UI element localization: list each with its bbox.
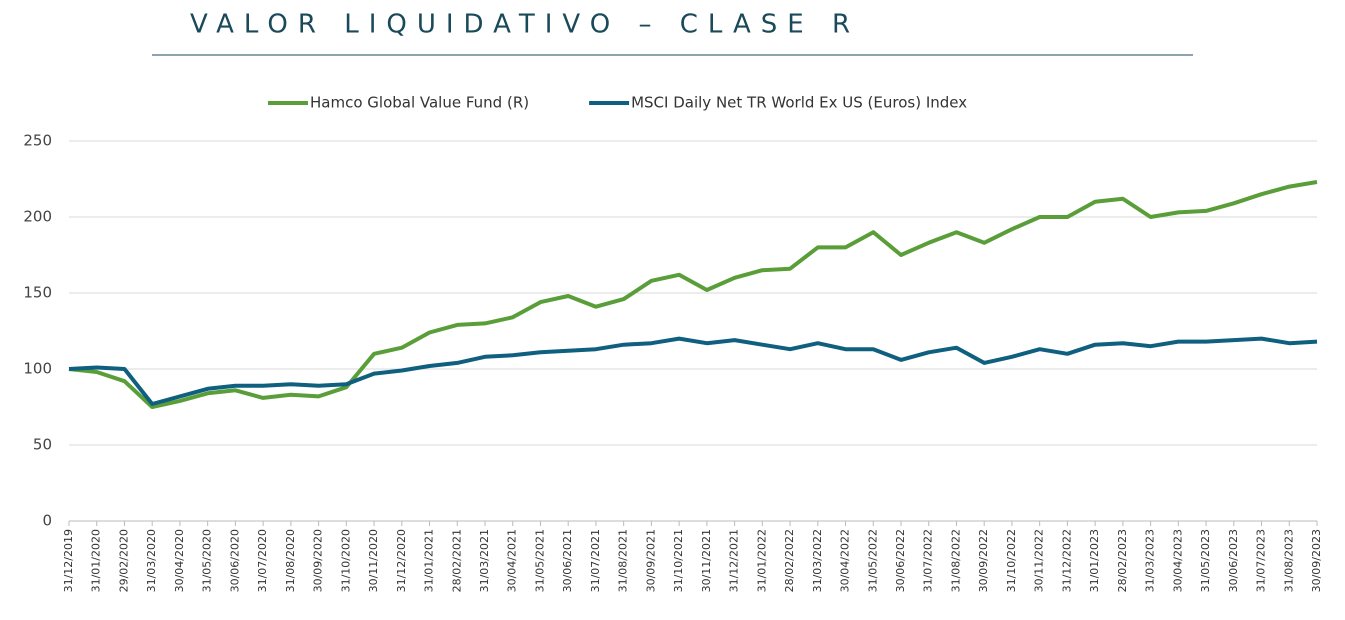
x-tick-label: 30/11/2022 [1033, 529, 1046, 592]
x-tick-label: 31/12/2021 [728, 529, 741, 592]
x-tick-label: 31/05/2020 [201, 529, 214, 592]
x-tick-label: 30/06/2021 [561, 529, 574, 592]
x-tick-label: 30/06/2020 [228, 529, 241, 592]
x-tick-label: 28/02/2021 [450, 529, 463, 592]
x-tick-label: 30/09/2022 [977, 529, 990, 592]
x-tick-label: 31/07/2021 [589, 529, 602, 592]
x-tick-label: 30/04/2021 [506, 529, 519, 592]
x-tick-label: 30/09/2020 [312, 529, 325, 592]
x-tick-label: 31/01/2023 [1088, 529, 1101, 592]
x-tick-label: 31/12/2020 [395, 529, 408, 592]
x-tick-label: 30/04/2022 [839, 529, 852, 592]
x-tick-label: 31/08/2023 [1282, 529, 1295, 592]
x-tick-label: 31/12/2019 [62, 529, 75, 592]
series-line [68, 336, 1318, 406]
x-tick-label: 30/09/2021 [644, 529, 657, 592]
y-tick-label: 250 [23, 132, 52, 150]
y-tick-label: 150 [23, 284, 52, 302]
x-tick-label: 29/02/2020 [117, 529, 130, 592]
x-tick-label: 30/04/2023 [1171, 529, 1184, 592]
x-tick-label: 31/07/2022 [922, 529, 935, 592]
x-tick-label: 30/09/2023 [1310, 529, 1323, 592]
x-tick-label: 30/11/2020 [367, 529, 380, 592]
x-tick-label: 30/06/2023 [1227, 529, 1240, 592]
x-tick-label: 31/01/2020 [90, 529, 103, 592]
y-tick-label: 0 [42, 512, 52, 530]
x-tick-label: 31/03/2021 [478, 529, 491, 592]
x-tick-label: 31/08/2022 [949, 529, 962, 592]
x-tick-label: 31/01/2022 [755, 529, 768, 592]
x-tick-label: 31/03/2023 [1144, 529, 1157, 592]
x-tick-label: 28/02/2022 [783, 529, 796, 592]
x-tick-label: 31/07/2020 [256, 529, 269, 592]
x-tick-label: 31/07/2023 [1255, 529, 1268, 592]
x-tick-label: 31/05/2021 [533, 529, 546, 592]
y-tick-label: 50 [33, 436, 52, 454]
x-tick-label: 31/08/2021 [617, 529, 630, 592]
x-tick-label: 28/02/2023 [1116, 529, 1129, 592]
x-tick-label: 31/12/2022 [1060, 529, 1073, 592]
x-tick-label: 31/10/2020 [339, 529, 352, 592]
legend-label: MSCI Daily Net TR World Ex US (Euros) In… [631, 94, 967, 112]
x-tick-label: 31/08/2020 [284, 529, 297, 592]
y-tick-label: 100 [23, 360, 52, 378]
series-line [68, 180, 1318, 409]
x-tick-label: 31/01/2021 [423, 529, 436, 592]
legend-label: Hamco Global Value Fund (R) [310, 94, 529, 112]
x-tick-label: 31/05/2022 [866, 529, 879, 592]
y-tick-label: 200 [23, 208, 52, 226]
x-tick-label: 31/10/2021 [672, 529, 685, 592]
x-tick-label: 31/10/2022 [1005, 529, 1018, 592]
chart-title: VALOR LIQUIDATIVO – CLASE R [190, 10, 860, 40]
x-tick-label: 31/03/2020 [145, 529, 158, 592]
x-tick-label: 30/11/2021 [700, 529, 713, 592]
x-tick-label: 31/03/2022 [811, 529, 824, 592]
legend: Hamco Global Value Fund (R) MSCI Daily Ne… [268, 94, 967, 112]
x-tick-label: 30/04/2020 [173, 529, 186, 592]
x-tick-label: 30/06/2022 [894, 529, 907, 592]
x-tick-label: 31/05/2023 [1199, 529, 1212, 592]
